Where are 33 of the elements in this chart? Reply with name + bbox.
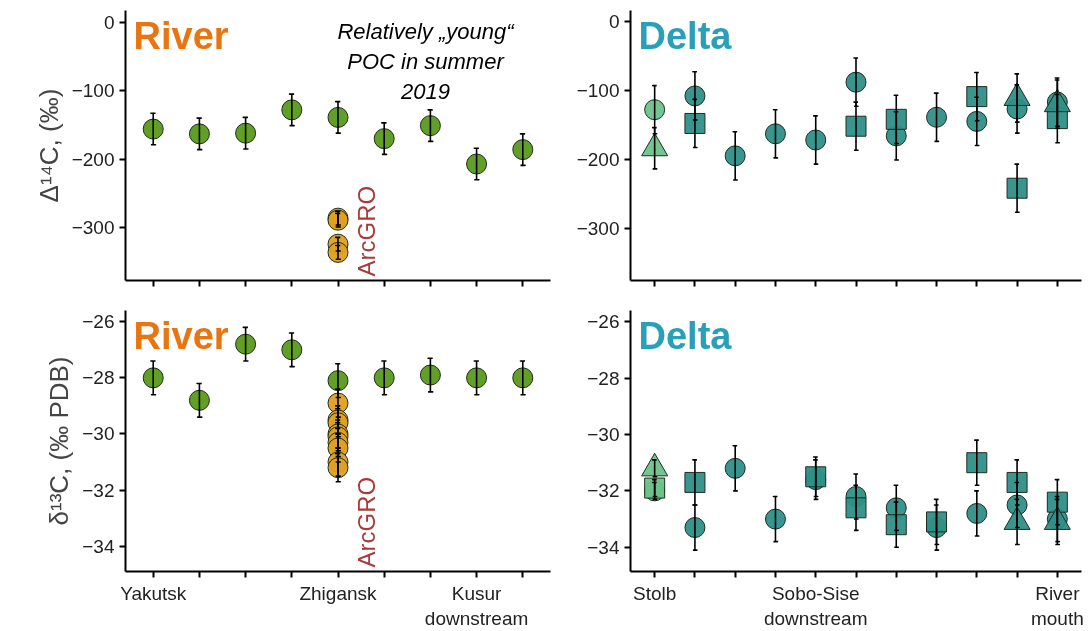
y-tick-label: −300: [576, 217, 620, 239]
y-axis-title: δ¹³C, (‰ PDB): [44, 356, 75, 526]
x-tick-label: Kusur downstream: [424, 582, 529, 629]
x-tick-label: Sobo-Sise downstream: [763, 582, 868, 629]
y-tick-label: 0: [608, 11, 620, 33]
y-tick-label: −26: [82, 311, 115, 333]
x-tick-label: Yakutsk: [120, 582, 187, 604]
x-tick-label: Zhigansk: [299, 582, 378, 604]
y-tick-label: −300: [71, 217, 115, 239]
text: ArcGRO: [353, 476, 381, 568]
chart-title: River: [133, 314, 229, 357]
x-tick-label: River mouth: [1030, 582, 1084, 629]
y-tick-label: 0: [103, 11, 115, 33]
y-tick-label: −30: [82, 423, 115, 445]
chart-title: Delta: [638, 314, 733, 357]
x-tick-label: Stolb: [633, 582, 677, 604]
y-tick-label: −34: [587, 536, 620, 558]
y-tick-label: −28: [587, 367, 620, 389]
y-tick-label: −30: [587, 424, 620, 446]
y-tick-label: −34: [82, 535, 115, 557]
y-tick-label: −28: [82, 367, 115, 389]
annotation: Relatively „young“ POC in summer 2019: [337, 18, 516, 104]
chart-title: Delta: [638, 14, 733, 57]
text: ArcGRO: [353, 185, 381, 277]
y-tick-label: −32: [587, 480, 620, 502]
y-tick-label: −32: [82, 479, 115, 501]
y-axis-title: Δ¹⁴C, (‰): [33, 88, 64, 203]
y-tick-label: −100: [71, 80, 115, 102]
y-tick-label: −26: [587, 311, 620, 333]
chart-title: River: [133, 14, 229, 57]
y-tick-label: −200: [71, 148, 115, 170]
y-tick-label: −100: [576, 79, 620, 101]
y-tick-label: −200: [576, 148, 620, 170]
